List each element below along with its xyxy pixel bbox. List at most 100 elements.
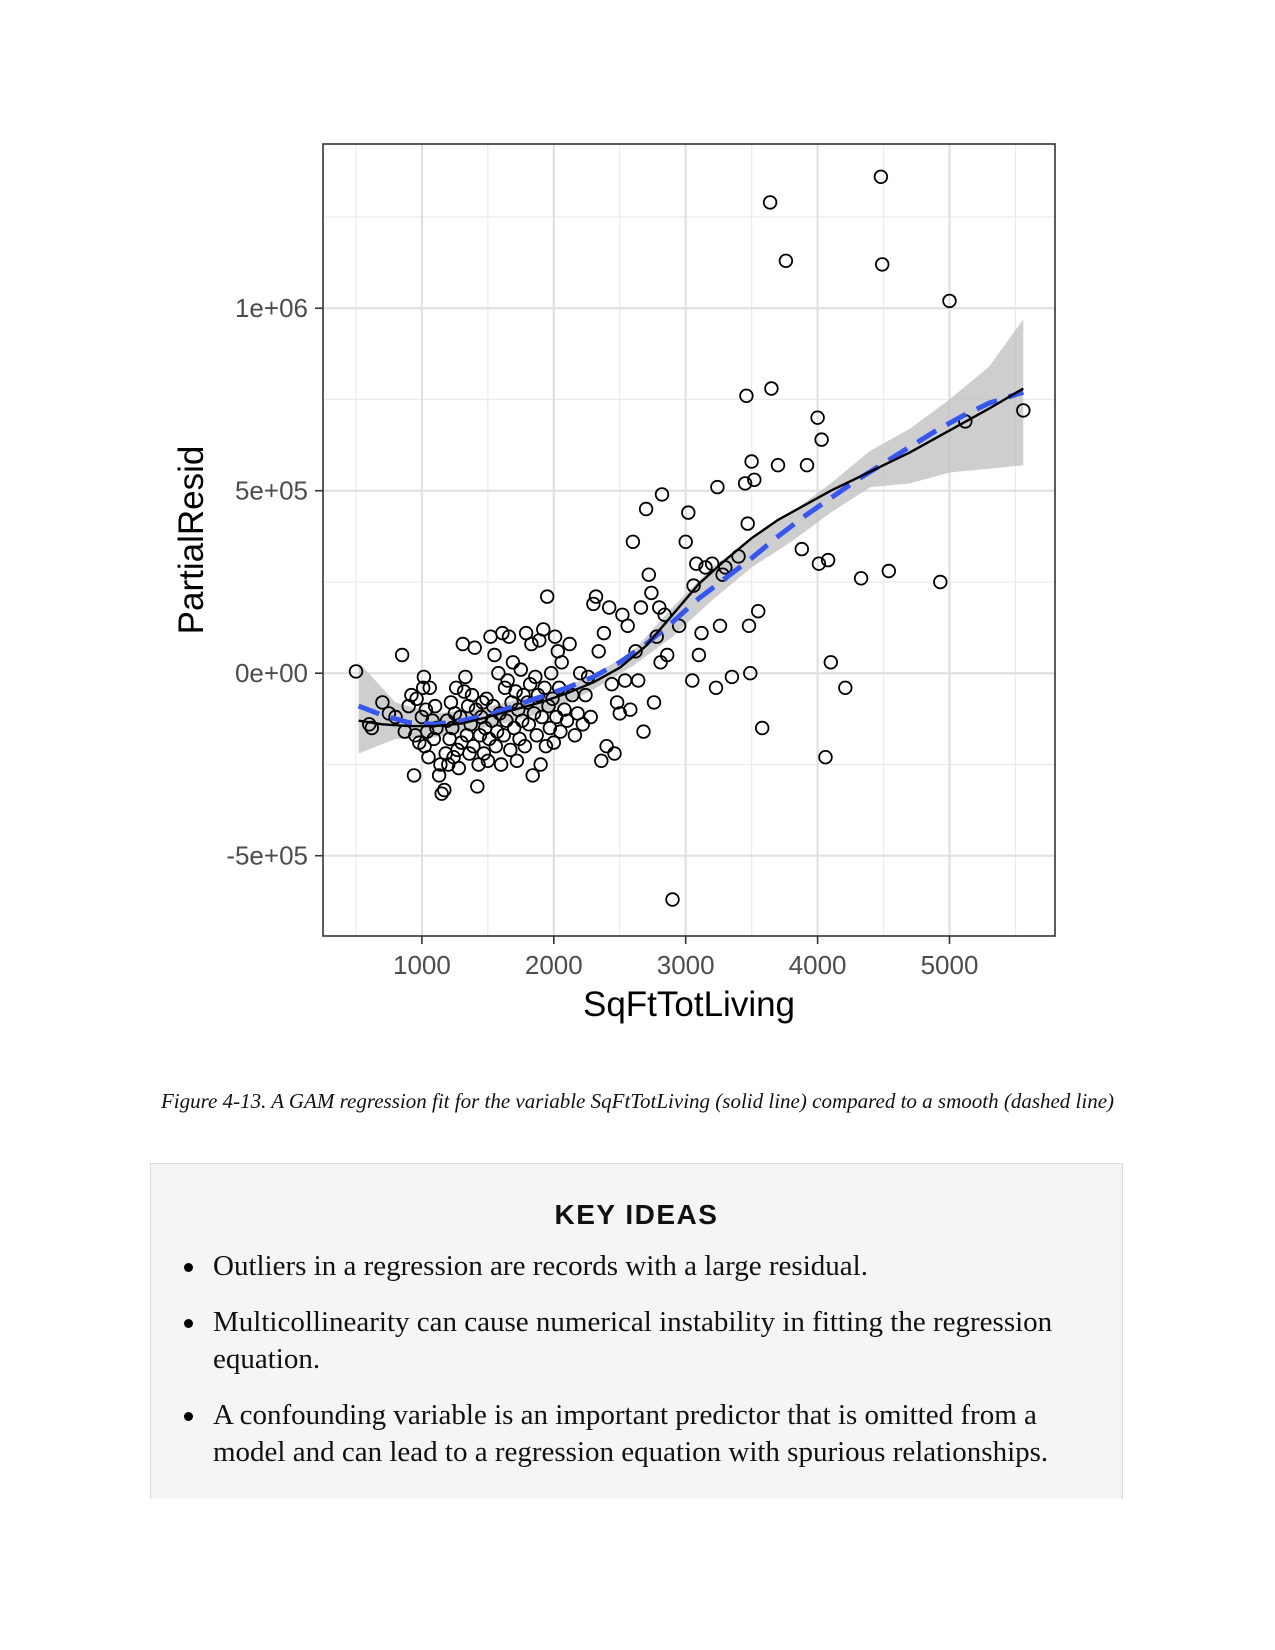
data-point xyxy=(665,892,680,907)
key-ideas-list: Outliers in a regression are records wit… xyxy=(181,1248,1061,1490)
data-point xyxy=(501,629,517,644)
data-point xyxy=(520,695,535,710)
data-point xyxy=(348,664,364,679)
data-point xyxy=(641,567,657,582)
data-point xyxy=(458,669,473,685)
data-point xyxy=(604,677,620,692)
data-point xyxy=(586,596,601,612)
data-point xyxy=(503,742,518,758)
data-point xyxy=(575,717,591,732)
data-point xyxy=(625,534,641,550)
data-point xyxy=(741,618,757,634)
y-tick-label: -5e+05 xyxy=(226,841,308,871)
data-point xyxy=(544,666,559,681)
data-point xyxy=(449,680,464,696)
data-point xyxy=(623,702,638,717)
data-point xyxy=(505,655,521,670)
data-point xyxy=(409,691,424,707)
data-point xyxy=(547,629,563,644)
data-point xyxy=(747,472,762,488)
data-point xyxy=(649,629,664,644)
data-point xyxy=(451,760,467,776)
data-point xyxy=(694,625,709,641)
data-point xyxy=(529,728,544,743)
data-point xyxy=(480,753,496,769)
data-point xyxy=(557,702,572,717)
data-point xyxy=(708,680,724,696)
data-point xyxy=(512,731,527,747)
data-point xyxy=(657,607,672,623)
data-point xyxy=(820,552,836,568)
data-point xyxy=(559,713,575,728)
data-point xyxy=(394,647,410,663)
data-point xyxy=(573,666,588,681)
data-point xyxy=(633,600,649,615)
data-point xyxy=(762,195,778,210)
data-point xyxy=(533,757,548,772)
y-tick-label: 0e+00 xyxy=(235,658,308,688)
data-point xyxy=(823,655,839,670)
data-point xyxy=(470,779,485,794)
data-point xyxy=(818,750,833,765)
x-tick-label: 1000 xyxy=(393,950,451,980)
data-point xyxy=(422,680,438,696)
grid-minor xyxy=(323,144,1055,936)
data-point xyxy=(426,731,442,747)
data-point xyxy=(751,604,766,619)
data-point xyxy=(537,680,552,696)
fit-lines-layer xyxy=(357,387,1025,728)
data-point xyxy=(838,680,853,696)
data-point xyxy=(638,501,654,517)
data-point xyxy=(534,709,550,725)
data-point xyxy=(591,644,606,659)
data-point xyxy=(875,257,890,272)
x-tick-label: 5000 xyxy=(921,950,979,980)
data-point xyxy=(628,644,643,659)
data-point xyxy=(496,728,511,743)
gam-solid-line xyxy=(358,387,1024,728)
x-tick-label: 4000 xyxy=(789,950,847,980)
data-point xyxy=(456,684,472,699)
data-point xyxy=(744,454,759,469)
data-point xyxy=(602,600,617,615)
data-point xyxy=(652,600,667,615)
data-point xyxy=(681,505,696,520)
data-point xyxy=(691,647,707,663)
key-ideas-title: KEY IDEAS xyxy=(554,1199,719,1230)
data-point xyxy=(525,768,540,783)
data-point xyxy=(540,589,555,604)
data-point xyxy=(646,695,662,710)
data-point xyxy=(509,753,525,769)
data-point xyxy=(472,728,488,743)
data-point xyxy=(644,585,659,601)
data-point xyxy=(588,589,604,604)
data-point xyxy=(439,713,455,728)
data-point xyxy=(873,169,889,185)
x-tick-label: 3000 xyxy=(657,950,715,980)
data-point xyxy=(476,746,492,761)
data-point xyxy=(799,458,815,473)
data-point xyxy=(567,728,583,743)
data-point xyxy=(553,724,568,739)
y-tick-label: 5e+05 xyxy=(235,476,308,506)
data-point xyxy=(794,541,810,557)
data-point xyxy=(513,662,529,677)
data-point xyxy=(522,677,538,692)
data-point xyxy=(739,388,754,404)
data-point xyxy=(737,476,753,491)
data-point xyxy=(686,578,701,593)
data-point xyxy=(814,432,829,447)
data-point xyxy=(660,647,675,663)
data-point xyxy=(740,516,755,531)
data-point xyxy=(500,673,515,688)
data-point xyxy=(538,739,554,754)
key-idea-item: A confounding variable is an important p… xyxy=(181,1397,1061,1471)
data-point xyxy=(631,673,646,688)
data-point xyxy=(578,687,593,703)
data-point xyxy=(1016,403,1031,418)
y-axis-title: PartialResid xyxy=(172,446,211,635)
data-point xyxy=(685,673,700,688)
x-axis-title: SqFtTotLiving xyxy=(583,985,795,1024)
data-point xyxy=(517,739,533,754)
data-point xyxy=(620,618,635,634)
